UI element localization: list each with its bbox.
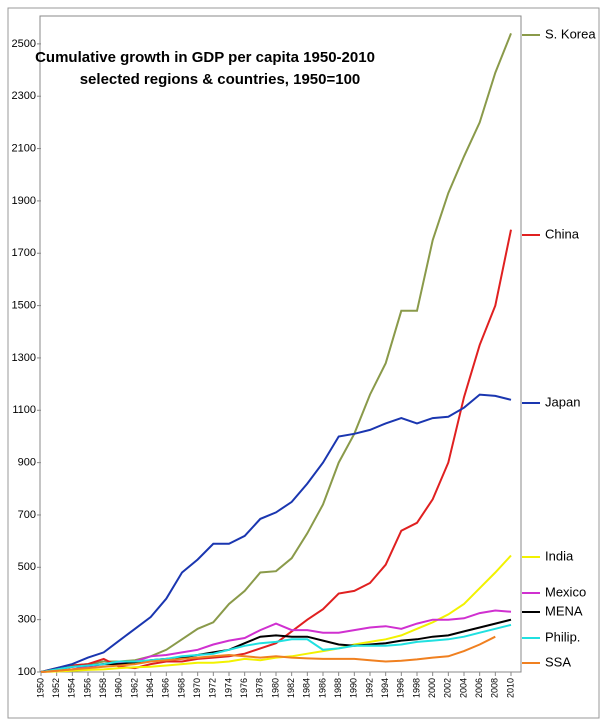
x-tick-label: 2004 <box>458 678 468 698</box>
y-tick-label: 500 <box>18 561 36 573</box>
x-tick-label: 1954 <box>67 678 77 698</box>
x-tick-label: 2008 <box>490 678 500 698</box>
x-tick-label: 1966 <box>161 678 171 698</box>
x-tick-label: 1976 <box>239 678 249 698</box>
legend-label: SSA <box>545 654 571 669</box>
y-tick-label: 2100 <box>12 142 36 154</box>
x-tick-label: 1958 <box>98 678 108 698</box>
x-tick-label: 1990 <box>349 678 359 698</box>
plot-frame <box>39 15 522 673</box>
series-line <box>40 393 512 673</box>
y-tick-label: 1500 <box>12 299 36 311</box>
y-tick-label: 300 <box>18 614 36 626</box>
y-tick-label: 1900 <box>12 195 36 207</box>
legend-label: S. Korea <box>545 26 596 41</box>
x-tick-label: 1994 <box>380 678 390 698</box>
x-tick-label: 1950 <box>35 678 45 698</box>
x-tick-label: 1964 <box>145 678 155 698</box>
y-tick-label: 1300 <box>12 352 36 364</box>
y-tick-label: 100 <box>18 666 36 678</box>
x-tick-label: 1956 <box>82 678 92 698</box>
legend-label: Philip. <box>545 629 580 644</box>
x-tick-label: 1996 <box>396 678 406 698</box>
x-tick-label: 2000 <box>427 678 437 698</box>
y-tick-label: 1700 <box>12 247 36 259</box>
legend-label: Japan <box>545 394 580 409</box>
y-tick-label: 1100 <box>12 404 36 416</box>
series-line <box>40 635 496 673</box>
x-tick-label: 1984 <box>302 678 312 698</box>
series-line <box>40 609 512 673</box>
x-tick-label: 1998 <box>411 678 421 698</box>
series-line <box>40 618 512 673</box>
y-tick-label: 900 <box>18 457 36 469</box>
x-tick-label: 1968 <box>176 678 186 698</box>
chart-subtitle: selected regions & countries, 1950=100 <box>80 71 361 88</box>
legend-label: MENA <box>545 603 583 618</box>
chart-title: Cumulative growth in GDP per capita 1950… <box>35 49 375 66</box>
x-tick-label: 1980 <box>270 678 280 698</box>
x-tick-label: 2006 <box>474 678 484 698</box>
legend-label: Mexico <box>545 584 586 599</box>
chart-border <box>7 7 600 719</box>
x-tick-label: 1982 <box>286 678 296 698</box>
y-tick-label: 2300 <box>12 90 36 102</box>
x-tick-label: 1972 <box>208 678 218 698</box>
y-tick-label: 700 <box>18 509 36 521</box>
y-tick-label: 2500 <box>12 38 36 50</box>
x-tick-label: 1992 <box>364 678 374 698</box>
legend-label: India <box>545 548 574 563</box>
x-tick-label: 1974 <box>223 678 233 698</box>
x-tick-label: 1978 <box>255 678 265 698</box>
x-tick-label: 1986 <box>317 678 327 698</box>
series-line <box>40 33 512 673</box>
series-line <box>40 554 512 673</box>
series-line <box>40 229 512 673</box>
series-line <box>40 623 512 673</box>
x-tick-label: 1960 <box>114 678 124 698</box>
x-tick-label: 1962 <box>129 678 139 698</box>
legend-label: China <box>545 226 580 241</box>
x-tick-label: 2010 <box>505 678 515 698</box>
x-tick-label: 1952 <box>51 678 61 698</box>
x-tick-label: 1988 <box>333 678 343 698</box>
x-tick-label: 1970 <box>192 678 202 698</box>
x-tick-label: 2002 <box>443 678 453 698</box>
